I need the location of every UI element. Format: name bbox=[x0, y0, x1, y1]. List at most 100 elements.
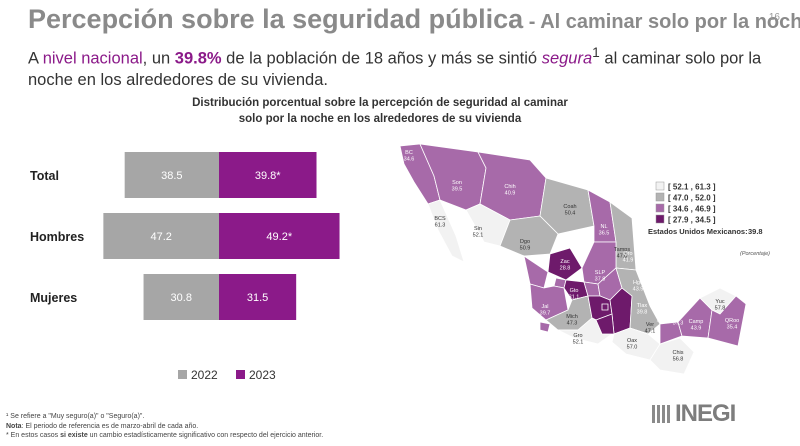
state-value-bcs: 61.3 bbox=[435, 223, 446, 229]
bar-2023-label: 31.5 bbox=[247, 292, 268, 304]
bar-2023 bbox=[219, 213, 340, 259]
state-label-qro: Qro bbox=[623, 251, 632, 257]
state-chis bbox=[649, 337, 695, 375]
lead-footnote-ref: 1 bbox=[592, 45, 600, 60]
state-label-ags: Ags bbox=[511, 274, 521, 280]
lead-text: A bbox=[28, 49, 43, 68]
bar-2022-label: 47.2 bbox=[150, 231, 171, 243]
state-label-bcs: BCS bbox=[434, 216, 446, 222]
state-value-tamps: 47.0 bbox=[617, 254, 628, 260]
inegi-logo: INEGI bbox=[652, 400, 736, 428]
map-legend-range: [ 47.0 , 52.0 ] bbox=[668, 194, 716, 203]
bar-2022 bbox=[143, 274, 219, 320]
inegi-logo-icon bbox=[652, 405, 670, 423]
map-legend-range: [ 34.6 , 46.9 ] bbox=[668, 205, 716, 214]
page-number: 16 bbox=[768, 12, 780, 23]
state-label-slp: SLP bbox=[595, 270, 606, 276]
state-col bbox=[539, 321, 551, 333]
state-label-sin: Sin bbox=[474, 226, 482, 232]
state-value-qroo: 35.4 bbox=[727, 325, 738, 331]
state-label-coah: Coah bbox=[563, 204, 576, 210]
state-qroo bbox=[707, 295, 747, 347]
legend-label-2023: 2023 bbox=[249, 368, 276, 382]
state-value-tab: 37.3 bbox=[673, 321, 684, 327]
state-value-nl: 36.5 bbox=[599, 231, 610, 237]
legend-swatch-2023 bbox=[236, 370, 245, 379]
footnote-3: * En estos casos si existe un cambio est… bbox=[6, 431, 323, 441]
map-legend-swatch bbox=[655, 192, 665, 202]
state-label-son: Son bbox=[452, 180, 462, 186]
bar-chart: Total 38.5 39.8* Hombres 47.2 49.2* Mujeres 30.… bbox=[30, 152, 340, 382]
state-value-mich: 47.3 bbox=[567, 321, 578, 327]
state-nay bbox=[523, 255, 549, 289]
state-label-oax: Oax bbox=[627, 338, 637, 344]
state-bcs bbox=[427, 199, 465, 263]
bar-2022 bbox=[103, 213, 219, 259]
state-value-mor: 29.4 bbox=[657, 318, 668, 324]
state-value-pue: 34.3 bbox=[621, 369, 632, 375]
state-label-gro: Gro bbox=[573, 333, 582, 339]
map-legend-swatch bbox=[655, 203, 665, 213]
chart-title: Distribución porcentual sobre la percepc… bbox=[192, 97, 568, 125]
footnote-1: ¹ Se refiere a "Muy seguro(a)" o "Seguro… bbox=[6, 413, 145, 420]
category-label: Mujeres bbox=[30, 291, 77, 305]
state-label-chis: Chis bbox=[672, 350, 683, 356]
state-label-pue: Pue bbox=[621, 362, 631, 368]
state-label-ver: Ver bbox=[646, 322, 654, 328]
state-label-mich: Mich bbox=[566, 314, 578, 320]
state-value-oax: 57.0 bbox=[627, 345, 638, 351]
state-label-qroo: QRoo bbox=[725, 318, 739, 324]
state-label-tamps: Tamps bbox=[614, 247, 630, 253]
footnote-2-label: Nota bbox=[6, 422, 22, 430]
state-value-slp: 37.8 bbox=[595, 277, 606, 283]
legend-label-2022: 2022 bbox=[191, 368, 218, 382]
state-value-chih: 40.9 bbox=[505, 191, 516, 197]
legend-swatch-2022 bbox=[178, 370, 187, 379]
state-zac bbox=[547, 247, 583, 281]
bar-2023-label: 39.8* bbox=[255, 170, 281, 182]
page-title: Percepción sobre la seguridad pública - … bbox=[28, 4, 800, 35]
bar-2023 bbox=[219, 274, 297, 320]
state-label-hgo: Hgo bbox=[633, 280, 643, 286]
state-label-zac: Zac bbox=[560, 259, 569, 265]
bar-2022 bbox=[124, 152, 219, 198]
lead-text: de la población de 18 años y más se sint… bbox=[221, 49, 542, 68]
state-label-bc: BC bbox=[405, 150, 413, 156]
category-label: Hombres bbox=[30, 230, 84, 244]
state-value-gto: 31.1 bbox=[569, 295, 580, 301]
state-cdmx bbox=[601, 303, 609, 311]
lead-highlight: nivel nacional bbox=[42, 49, 143, 68]
state-label-cdmx: CDMX bbox=[604, 352, 621, 358]
state-label-nl: NL bbox=[600, 224, 607, 230]
map-legend-range: [ 27.9 , 34.5 ] bbox=[668, 216, 716, 225]
state-value-zac: 28.8 bbox=[560, 266, 571, 272]
state-jal bbox=[529, 283, 569, 321]
state-value-gro: 52.1 bbox=[573, 340, 584, 346]
state-label-tab: Tab bbox=[674, 314, 683, 320]
state-label-mor: Mor bbox=[657, 311, 667, 317]
state-label-col: Col bbox=[522, 324, 530, 330]
state-coah bbox=[539, 177, 595, 235]
footnote-3-c: un cambio estadísticamente significativo… bbox=[87, 432, 324, 439]
state-value-chis: 56.8 bbox=[673, 357, 684, 363]
lead-text: al caminar solo por la noche en los alre… bbox=[28, 49, 762, 89]
state-value-yuc: 57.8 bbox=[715, 306, 726, 312]
state-value-tlax: 39.8 bbox=[637, 310, 648, 316]
state-value-bc: 34.6 bbox=[404, 157, 415, 163]
map-legend-swatch bbox=[655, 214, 665, 224]
bar-2022-label: 38.5 bbox=[161, 170, 182, 182]
state-value-nay: 39.6 bbox=[517, 293, 528, 299]
state-value-ags: 36.3 bbox=[511, 281, 522, 287]
state-value-cdmx: 33.8 bbox=[607, 359, 618, 365]
map-legend-range: [ 52.1 , 61.3 ] bbox=[668, 183, 716, 192]
lead-text: , un bbox=[142, 49, 175, 68]
state-value-qro: 41.9 bbox=[623, 258, 634, 264]
state-label-tlax: Tlax bbox=[637, 303, 648, 309]
map-legend-swatch bbox=[655, 181, 665, 191]
lead-segura: segura bbox=[541, 49, 593, 68]
category-label: Total bbox=[30, 169, 59, 183]
footnote-2-text: : El periodo de referencia es de marzo-a… bbox=[21, 422, 199, 430]
state-value-col: 38.6 bbox=[521, 331, 532, 337]
state-value-camp: 43.9 bbox=[691, 326, 702, 332]
state-value-sin: 52.1 bbox=[473, 233, 484, 239]
